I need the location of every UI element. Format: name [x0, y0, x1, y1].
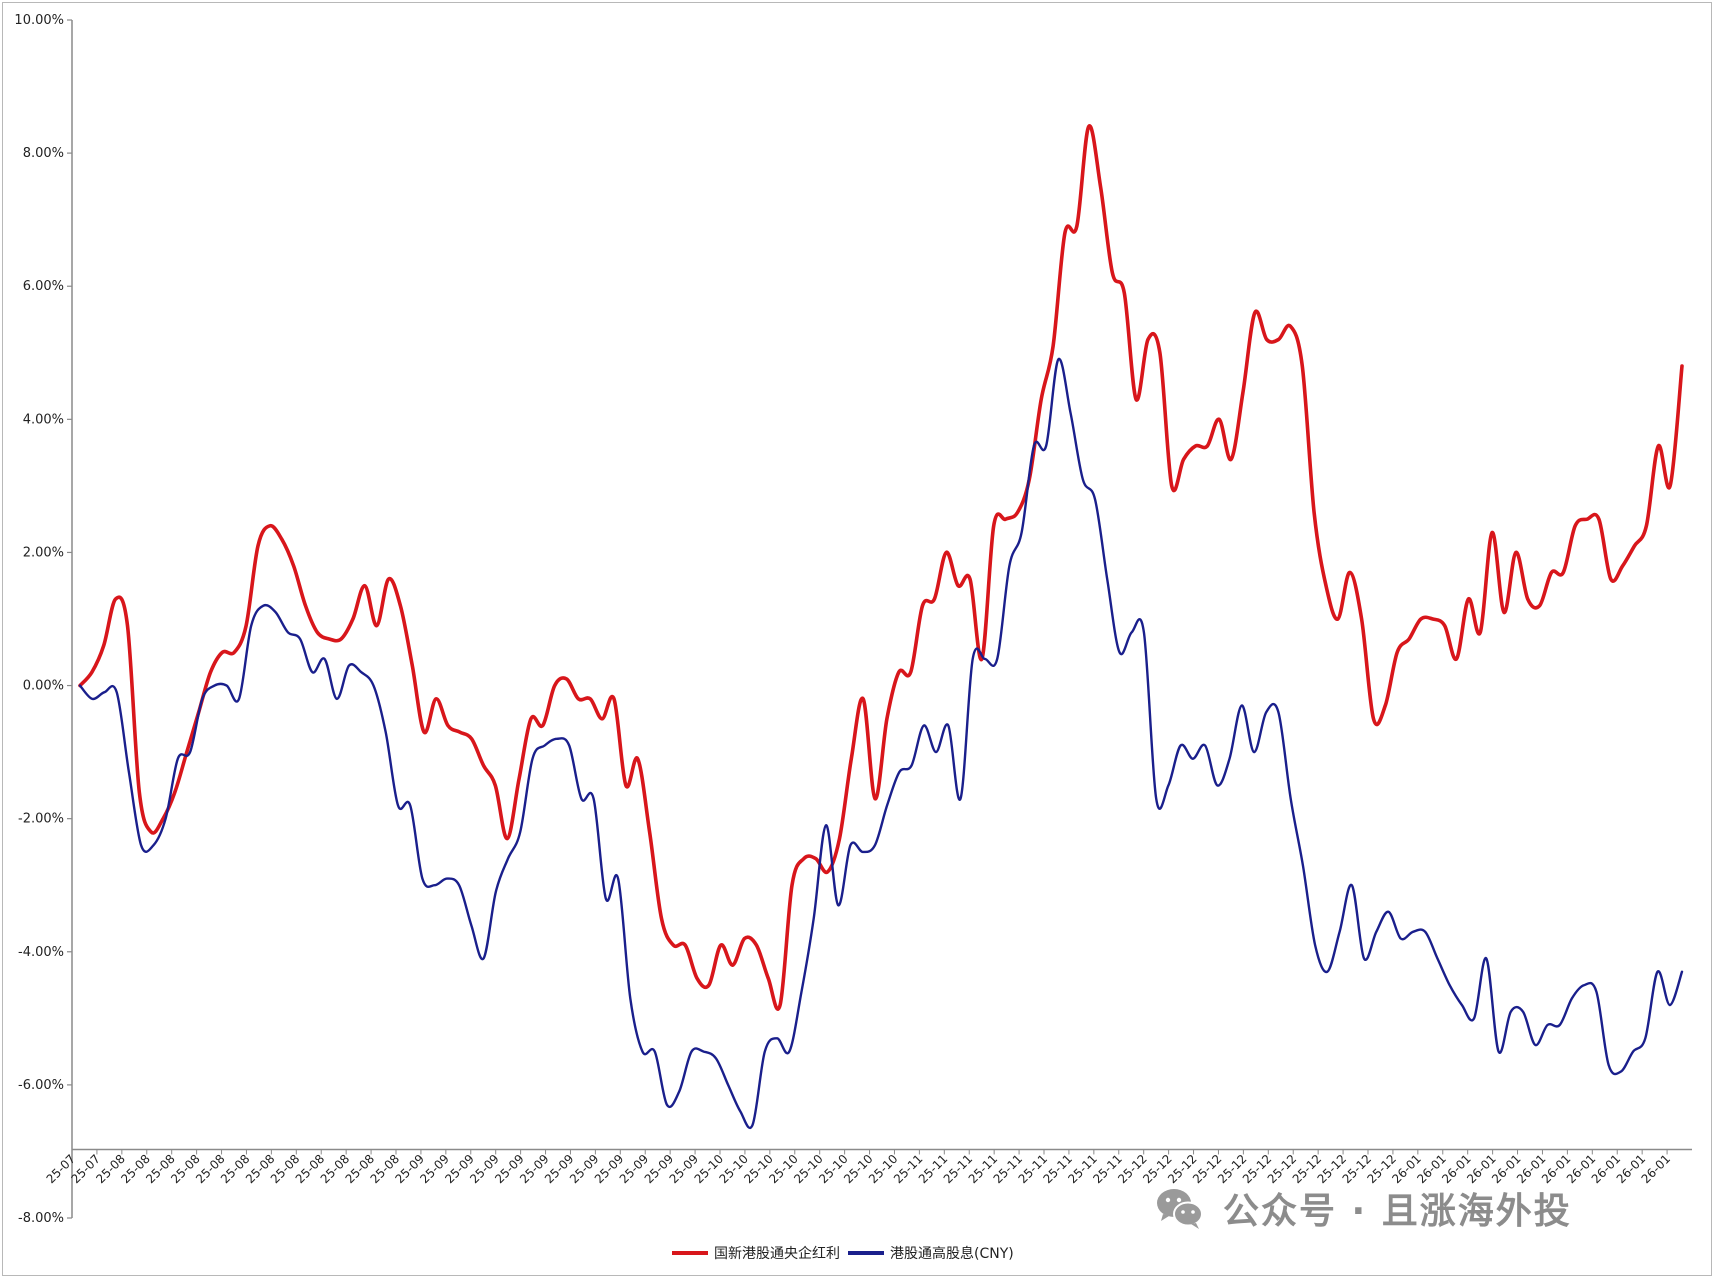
watermark: 公众号 · 且涨海外投 [1155, 1178, 1675, 1238]
y-tick-label: -8.00% [18, 1211, 64, 1226]
wechat-icon [1157, 1189, 1203, 1229]
y-tick-label: -2.00% [18, 812, 64, 827]
y-tick-label: 6.00% [23, 279, 64, 294]
y-tick-label: 0.00% [23, 679, 64, 694]
series-layer [78, 124, 1684, 1130]
watermark-text: 公众号 · 且涨海外投 [1223, 1191, 1572, 1232]
legend-label: 港股通高股息(CNY) [890, 1245, 1014, 1262]
series-line-high-dividend [78, 357, 1684, 1130]
y-tick-label: -6.00% [18, 1078, 64, 1093]
legend-label: 国新港股通央企红利 [714, 1245, 840, 1262]
y-tick-label: 10.00% [14, 13, 64, 28]
y-tick-label: 8.00% [23, 146, 64, 161]
y-axis: 10.00% 8.00% 6.00% 4.00% 2.00% 0.00% -2.00% -4.… [14, 13, 73, 1226]
y-tick-label: 2.00% [23, 545, 64, 560]
y-tick-label: 4.00% [23, 412, 64, 427]
y-tick-label: -4.00% [18, 945, 64, 960]
series-line-guoxin [78, 124, 1684, 1011]
legend: 国新港股通央企红利 港股通高股息(CNY) [672, 1245, 1014, 1262]
